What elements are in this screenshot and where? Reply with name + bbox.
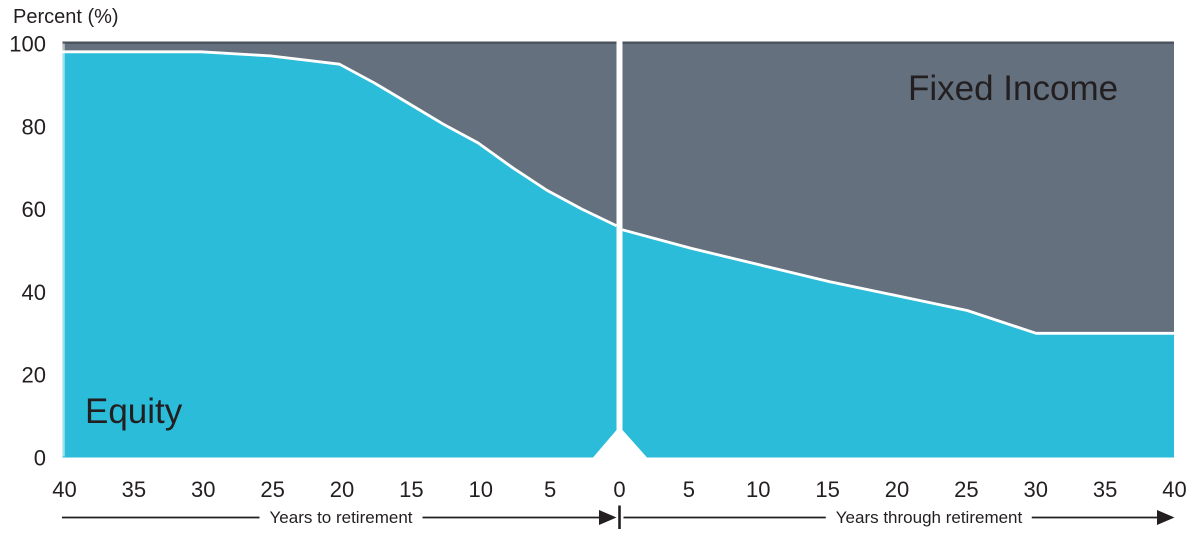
x-tick-left-20: 20	[330, 477, 354, 502]
x-tick-right-35: 35	[1093, 477, 1117, 502]
equity-area-left	[62, 51, 617, 458]
fixed-income-area-left	[62, 41, 617, 226]
timeline-arrowhead-left	[599, 510, 617, 525]
y-tick-20: 20	[22, 363, 46, 388]
timeline-arrowhead-right	[1157, 510, 1175, 525]
fixed-income-area-label: Fixed Income	[908, 69, 1119, 108]
x-tick-right-15: 15	[815, 477, 839, 502]
equity-area-right	[622, 229, 1174, 458]
y-tick-80: 80	[22, 114, 46, 139]
x-tick-right-30: 30	[1024, 477, 1048, 502]
glide-path-line-right	[622, 228, 1174, 335]
x-tick-right-10: 10	[746, 477, 770, 502]
retirement-divider-notch	[593, 430, 647, 458]
x-tick-left-25: 25	[260, 477, 284, 502]
equity-area-label: Equity	[85, 392, 183, 431]
x-tick-left-5: 5	[544, 477, 556, 502]
years-through-retirement-label: Years through retirement	[825, 508, 1033, 528]
x-tick-right-20: 20	[885, 477, 909, 502]
y-axis-title: Percent (%)	[13, 6, 119, 28]
x-tick-right-25: 25	[954, 477, 978, 502]
x-tick-left-35: 35	[122, 477, 146, 502]
x-tick-left-15: 15	[399, 477, 423, 502]
years-to-retirement-label: Years to retirement	[259, 508, 423, 528]
x-tick-left-0: 0	[613, 477, 625, 502]
y-tick-100: 100	[9, 32, 46, 57]
x-tick-left-30: 30	[191, 477, 215, 502]
y-tick-0: 0	[34, 446, 46, 471]
x-tick-left-10: 10	[469, 477, 493, 502]
x-tick-right-40: 40	[1162, 477, 1186, 502]
glide-path-line-left	[62, 50, 618, 227]
x-tick-right-5: 5	[683, 477, 695, 502]
y-tick-60: 60	[22, 197, 46, 222]
y-tick-40: 40	[22, 280, 46, 305]
fixed-income-area-right	[622, 41, 1174, 334]
x-tick-left-40: 40	[52, 477, 76, 502]
